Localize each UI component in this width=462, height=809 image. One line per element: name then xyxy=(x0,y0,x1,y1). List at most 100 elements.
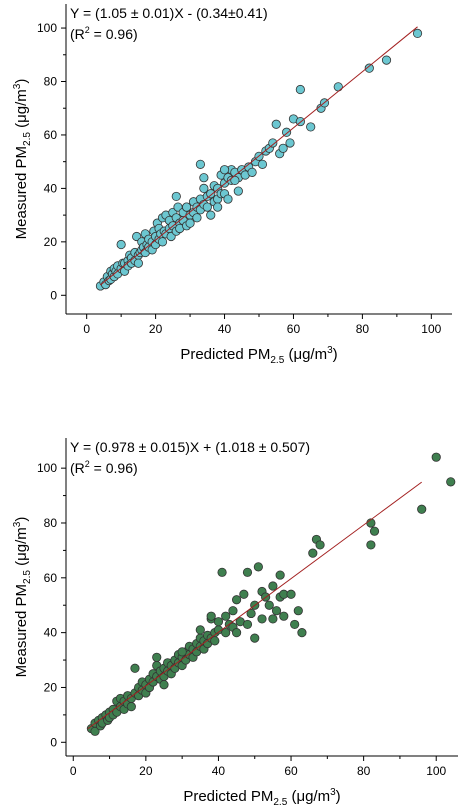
x-tick-label: 40 xyxy=(218,322,232,336)
data-point xyxy=(242,567,253,577)
chart-bottom: 0 20 40 60 80 100 0 20 40 60 80 100 Y = (0.978 ± 0.0… xyxy=(0,430,462,809)
data-point xyxy=(381,55,392,65)
data-point xyxy=(290,619,300,630)
y-tick-label: 100 xyxy=(37,21,57,35)
data-point xyxy=(412,28,423,38)
x-tick-label: 100 xyxy=(421,322,441,336)
y-tick-label: 20 xyxy=(44,680,58,694)
x-tick-label: 80 xyxy=(356,322,370,336)
y-tick-label: 40 xyxy=(44,181,58,195)
x-tick-label: 20 xyxy=(139,764,153,778)
data-point xyxy=(242,619,253,630)
y-tick-label: 100 xyxy=(37,461,57,475)
data-point xyxy=(271,119,281,129)
r-squared-label: (R2 = 0.96) xyxy=(70,25,138,42)
y-tick-label: 40 xyxy=(44,626,58,640)
x-axis-title-sub: 2.5 xyxy=(270,355,284,366)
y-axis-title-sub: 2.5 xyxy=(22,132,33,146)
data-point xyxy=(364,63,374,73)
x-tick-label: 60 xyxy=(287,322,301,336)
data-point xyxy=(431,452,441,462)
x-axis-title-sup: 3 xyxy=(330,787,336,798)
data-point xyxy=(297,628,307,638)
y-axis-title-sub: 2.5 xyxy=(22,570,33,584)
x-axis-title-unit: (μg/m xyxy=(287,788,330,805)
chart-top: 0 20 40 60 80 100 0 20 40 60 80 100 Y = (1.05 ± 0.01… xyxy=(0,0,462,380)
data-point xyxy=(279,611,289,621)
data-point xyxy=(233,186,243,196)
data-point xyxy=(315,540,325,550)
data-point xyxy=(268,614,278,624)
y-axis-title: Measured PM2.5 (μg/m3) xyxy=(12,79,33,240)
data-point xyxy=(253,562,263,572)
y-tick-label: 80 xyxy=(44,75,58,89)
x-axis-title-main: Predicted PM xyxy=(180,346,270,363)
r-squared-prefix: (R xyxy=(70,26,85,42)
data-point xyxy=(130,663,140,673)
data-point xyxy=(206,189,216,199)
regression-equation: Y = (1.05 ± 0.01)X - (0.34±0.41) xyxy=(70,5,268,21)
y-tick-label: 0 xyxy=(50,735,57,749)
y-axis-title-main: Measured PM xyxy=(13,584,30,677)
data-point xyxy=(206,611,216,621)
data-point xyxy=(239,589,249,599)
data-point xyxy=(366,540,376,550)
data-point xyxy=(369,526,380,536)
x-tick-label: 0 xyxy=(83,322,90,336)
x-tick-label: 0 xyxy=(70,764,77,778)
data-point xyxy=(250,633,260,643)
y-tick-label: 0 xyxy=(50,288,57,302)
data-point xyxy=(213,617,224,627)
x-axis-title-unit: (μg/m xyxy=(284,346,327,363)
data-point xyxy=(177,647,187,657)
data-point xyxy=(231,595,242,605)
data-point xyxy=(182,202,192,212)
data-point xyxy=(446,477,456,487)
data-point xyxy=(152,652,162,662)
x-tick-label: 100 xyxy=(426,764,446,778)
data-point xyxy=(246,608,256,619)
y-axis-title-unit: (μg/m xyxy=(13,89,30,132)
data-point xyxy=(281,127,292,137)
data-point xyxy=(295,84,305,95)
data-point xyxy=(159,680,169,690)
data-point xyxy=(247,167,257,177)
data-point xyxy=(219,165,230,175)
x-axis-title: Predicted PM2.5 (μg/m3) xyxy=(180,345,337,366)
data-point xyxy=(210,636,220,646)
y-tick-label: 20 xyxy=(44,235,58,249)
data-point xyxy=(257,159,268,169)
data-point xyxy=(223,194,233,204)
y-axis-title-unit: (μg/m xyxy=(13,527,30,570)
data-point xyxy=(116,239,126,250)
r-squared-label: (R2 = 0.96) xyxy=(70,459,138,476)
y-tick-label: 60 xyxy=(44,128,58,142)
y-axis-title: Measured PM2.5 (μg/m3) xyxy=(12,517,33,678)
data-point xyxy=(308,548,318,558)
data-point xyxy=(213,202,223,212)
data-point xyxy=(217,567,227,577)
data-point xyxy=(264,600,274,610)
fit-line xyxy=(100,26,418,286)
data-point xyxy=(206,210,216,220)
data-point xyxy=(278,143,288,153)
x-tick-label: 40 xyxy=(212,764,226,778)
y-axis-title-suffix: ) xyxy=(13,79,30,84)
chart-bottom-svg: 0 20 40 60 80 100 0 20 40 60 80 100 Y = (0.978 ± 0.0… xyxy=(12,438,458,808)
data-point xyxy=(306,122,316,132)
data-point xyxy=(286,589,296,599)
data-point xyxy=(157,237,168,247)
data-point xyxy=(133,258,143,268)
chart-top-svg: 0 20 40 60 80 100 0 20 40 60 80 100 Y = (1.05 ± 0.01… xyxy=(12,4,452,366)
x-tick-label: 60 xyxy=(284,764,298,778)
r-squared-prefix: (R xyxy=(70,460,85,476)
data-point xyxy=(293,606,303,616)
data-point xyxy=(257,614,267,624)
data-point xyxy=(275,570,285,580)
x-axis-title-main: Predicted PM xyxy=(183,788,273,805)
data-point xyxy=(195,159,206,169)
data-point xyxy=(199,183,209,193)
data-point xyxy=(268,581,278,591)
data-point xyxy=(171,191,181,202)
y-axis-title-sup: 3 xyxy=(12,83,23,89)
